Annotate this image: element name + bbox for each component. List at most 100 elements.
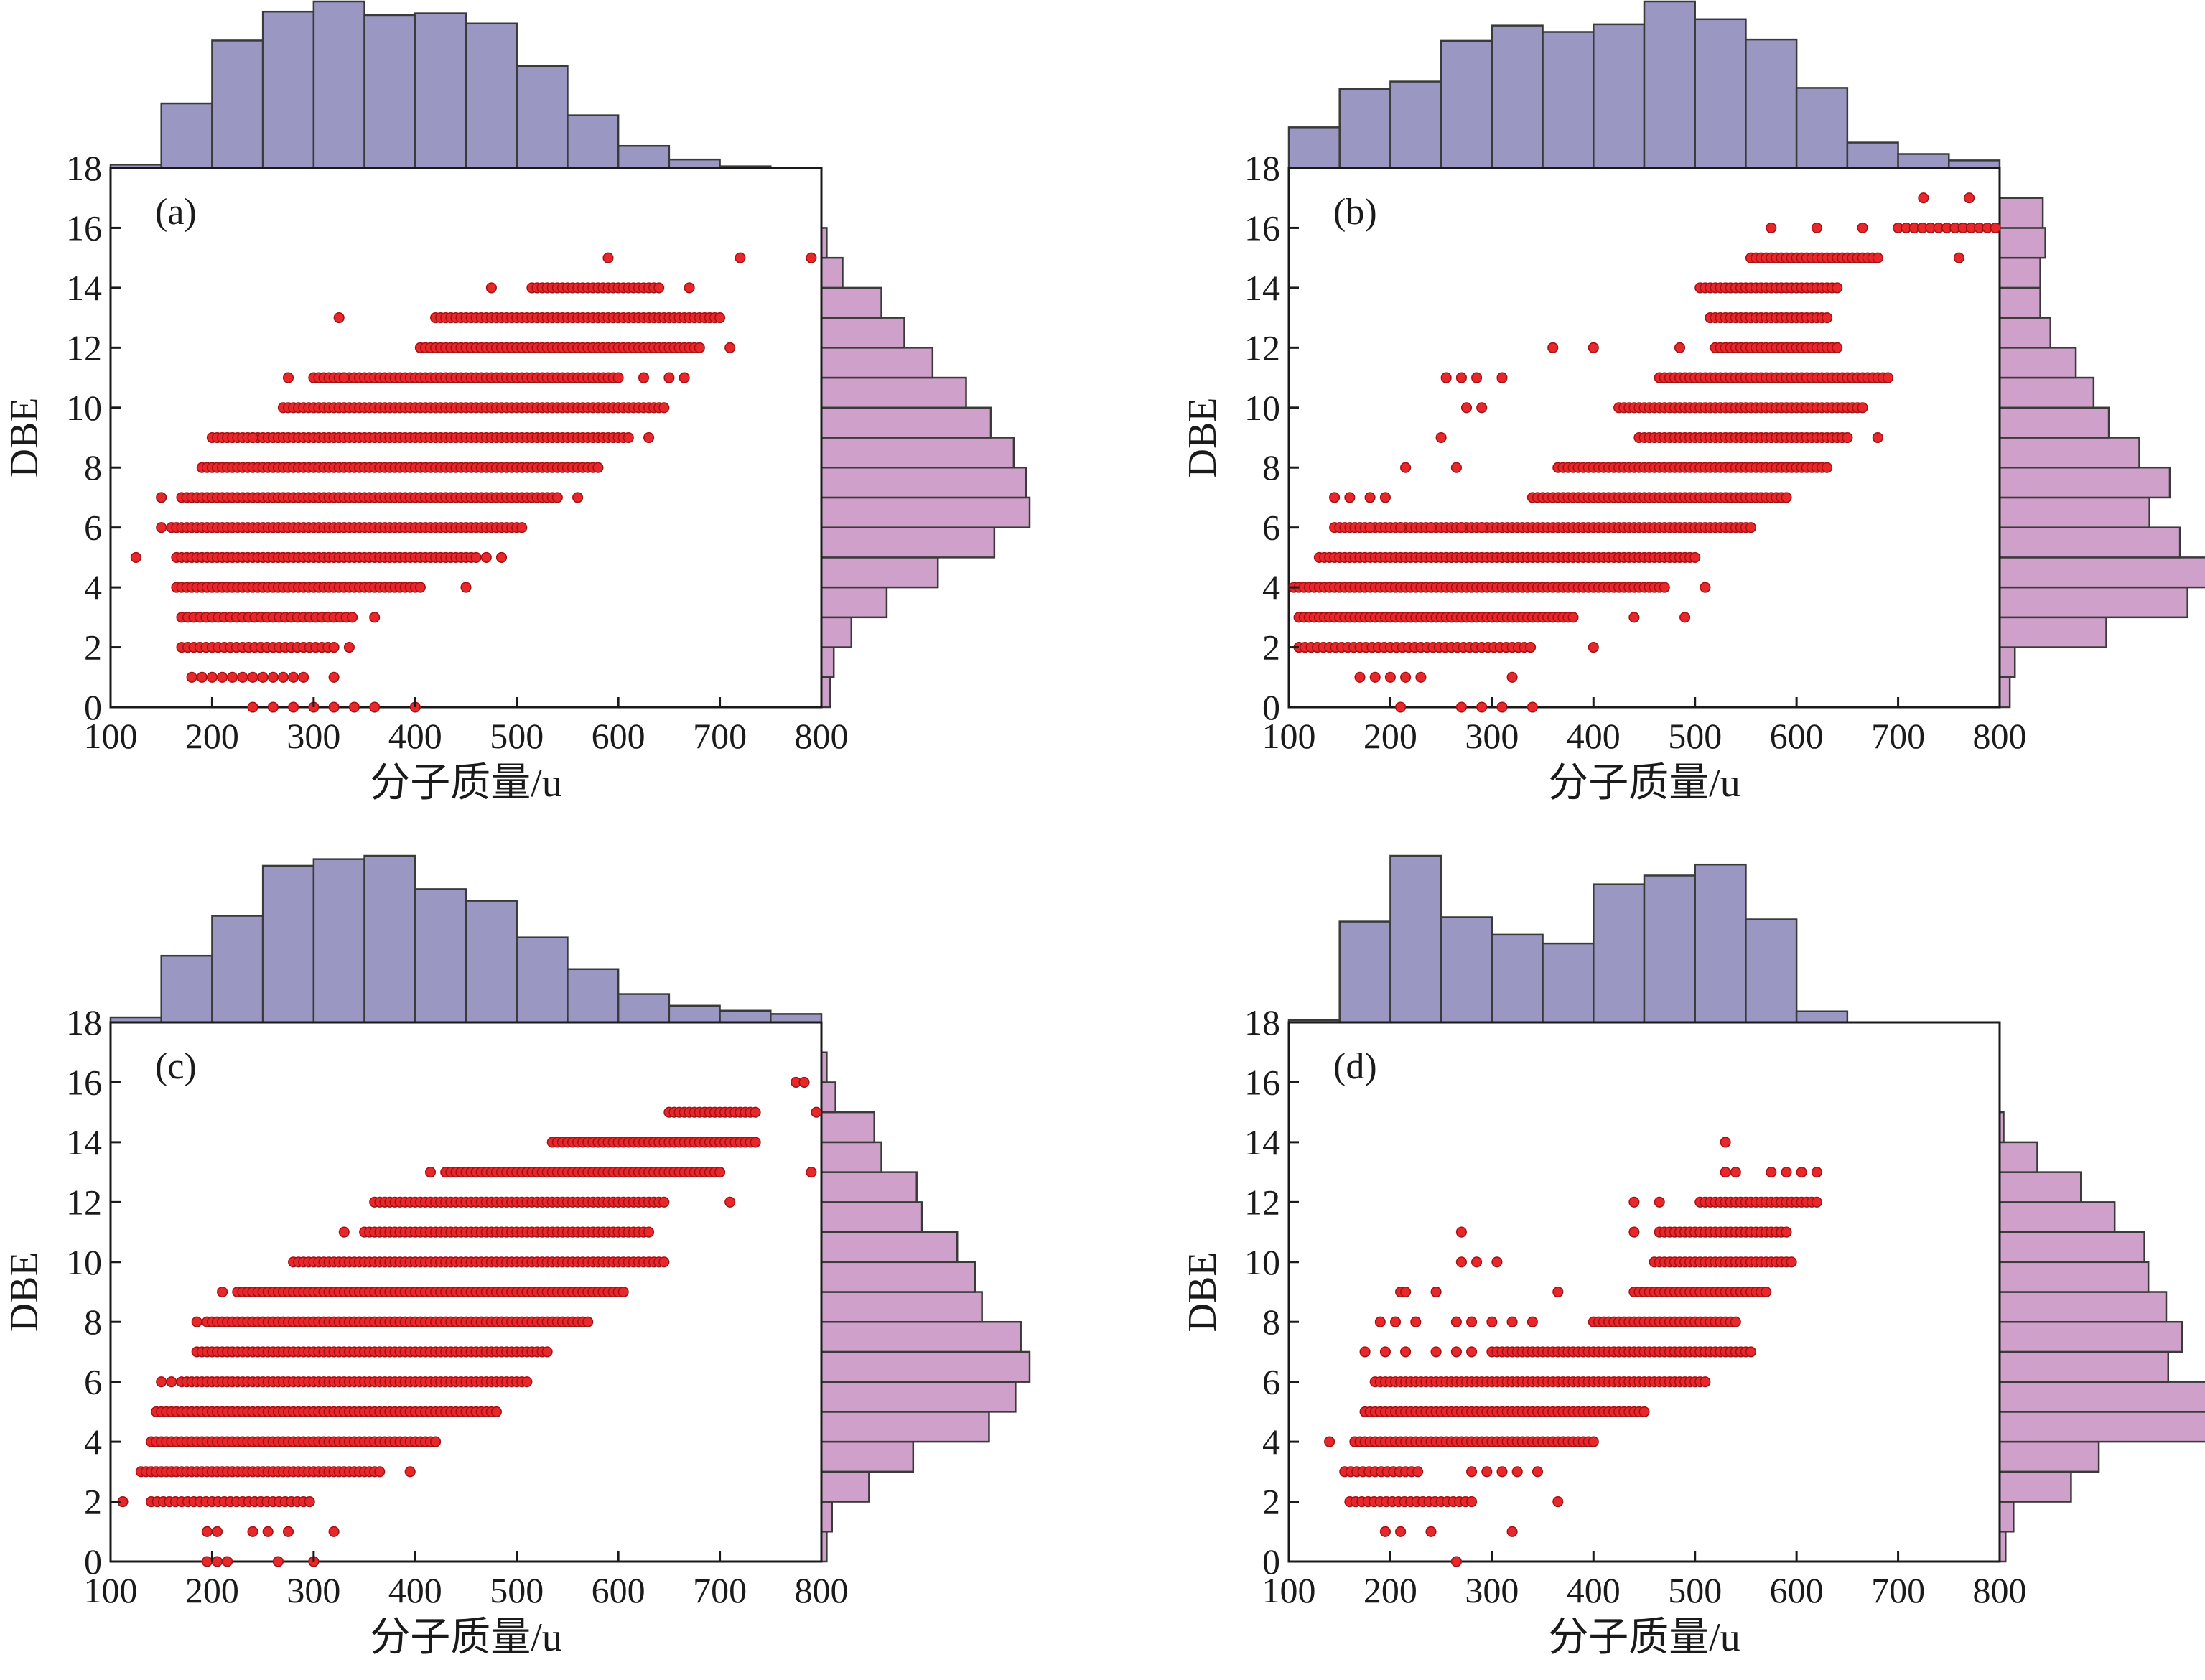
scatter-point (1766, 222, 1777, 233)
y-histogram-bar (820, 406, 992, 439)
scatter-point (516, 522, 528, 533)
y-histogram-bar (820, 1171, 918, 1203)
scatter-point (414, 582, 426, 593)
y-histogram-bar (820, 556, 939, 589)
scatter-point (1857, 222, 1868, 233)
scatter-point (201, 1556, 213, 1567)
y-histogram-bar (1998, 437, 2140, 469)
scatter-point (1628, 1226, 1640, 1238)
y-axis-title: DBE (1180, 1252, 1225, 1333)
x-histogram-bar (668, 1004, 721, 1024)
y-histogram-bar (1998, 526, 2181, 559)
scatter-point (811, 1106, 822, 1118)
scatter-point (1364, 522, 1376, 533)
scatter-point (1781, 1167, 1792, 1178)
scatter-point (1781, 1226, 1792, 1238)
y-histogram-bar (820, 317, 905, 349)
y-tick-label: 8 (1262, 1302, 1280, 1342)
y-histogram-bar (1998, 676, 2011, 709)
scatter-point (1700, 1376, 1711, 1388)
scatter-point (1552, 1496, 1564, 1508)
scatter-point (1400, 671, 1412, 683)
y-histogram-bar (820, 1350, 1031, 1383)
x-histogram-bar (160, 102, 213, 169)
x-tick-label: 100 (1262, 1570, 1316, 1610)
scatter-point (495, 551, 508, 563)
scatter-points (1288, 192, 2001, 713)
y-tick-label: 4 (1262, 567, 1280, 607)
y-tick-label: 8 (84, 1302, 102, 1342)
scatter-point (1425, 522, 1437, 533)
scatter-point (1720, 1137, 1731, 1148)
y-histogram-bar (820, 1411, 990, 1443)
chart-panel: 100 200 300 400 500 600 700 800 0 2 4 6 8 10 12 14 16 18 分… (2, 854, 1031, 1660)
scatter-point (343, 642, 355, 653)
scatter-point (582, 1316, 594, 1327)
x-histogram-bar (465, 900, 518, 1024)
x-histogram-bar (1593, 23, 1646, 169)
scatter-point (714, 312, 726, 324)
y-tick-label: 14 (1244, 1122, 1280, 1162)
x-histogram-bar (770, 1013, 823, 1024)
x-tick-label: 300 (286, 716, 340, 756)
scatter-point (288, 671, 299, 683)
y-tick-label: 16 (1244, 1062, 1280, 1102)
y-histogram (1998, 197, 2205, 709)
scatter-point (638, 372, 650, 383)
scatter-point (247, 1526, 258, 1537)
scatter-point (521, 1376, 533, 1388)
y-histogram-bar (820, 1291, 983, 1323)
x-histogram-bar (617, 993, 671, 1024)
scatter-point (1872, 431, 1883, 444)
scatter-point (1491, 1256, 1503, 1268)
scatter-point (1440, 372, 1452, 383)
scatter-point (1552, 1286, 1564, 1298)
scatter-point (1781, 492, 1792, 503)
scatter-point (1822, 312, 1833, 324)
y-histogram-bar (820, 1201, 923, 1233)
y-histogram-bar (1998, 1501, 2015, 1533)
x-histogram-bar (567, 114, 620, 169)
scatter-point (480, 551, 492, 563)
scatter-point (267, 671, 279, 683)
x-histogram-bar (1643, 874, 1696, 1024)
y-histogram-bar (820, 1261, 976, 1293)
x-histogram-bar (312, 858, 365, 1024)
scatter-point (1730, 1316, 1741, 1327)
scatter-point (1364, 492, 1376, 503)
scatter-point (211, 1556, 223, 1567)
y-histogram-bar (1998, 1141, 2038, 1173)
panel-label: (a) (155, 192, 197, 233)
y-tick-label: 2 (84, 627, 102, 668)
y-histogram-bar (820, 496, 1031, 528)
scatter-point (1659, 582, 1670, 593)
scatter-point (572, 492, 584, 503)
x-histogram-bar (414, 888, 467, 1024)
scatter-point (724, 342, 736, 353)
scatter-point (1832, 282, 1843, 294)
x-histogram-bar (363, 854, 416, 1024)
scatter-point (1526, 701, 1538, 713)
scatter-point (1953, 252, 1964, 263)
x-tick-label: 300 (1465, 1570, 1519, 1610)
scatter-point (1857, 402, 1868, 414)
x-tick-label: 800 (1973, 1570, 2027, 1610)
y-histogram-bar (1998, 406, 2110, 439)
scatter-point (1496, 701, 1508, 713)
scatter-point (1466, 1496, 1478, 1508)
x-histogram (1287, 854, 1849, 1024)
x-histogram-bar (1287, 126, 1341, 169)
scatter-point (1400, 462, 1412, 473)
x-tick-label: 400 (388, 716, 442, 756)
scatter-point (643, 431, 655, 444)
x-histogram-bar (516, 65, 569, 169)
y-histogram-bar (820, 676, 831, 709)
x-histogram-bar (211, 915, 264, 1024)
scatter-point (1700, 582, 1711, 593)
scatter-point (1506, 671, 1518, 683)
scatter-point (806, 252, 817, 263)
scatter-point (694, 342, 705, 353)
x-histogram-bar (414, 12, 467, 169)
scatter-point (1379, 492, 1391, 503)
